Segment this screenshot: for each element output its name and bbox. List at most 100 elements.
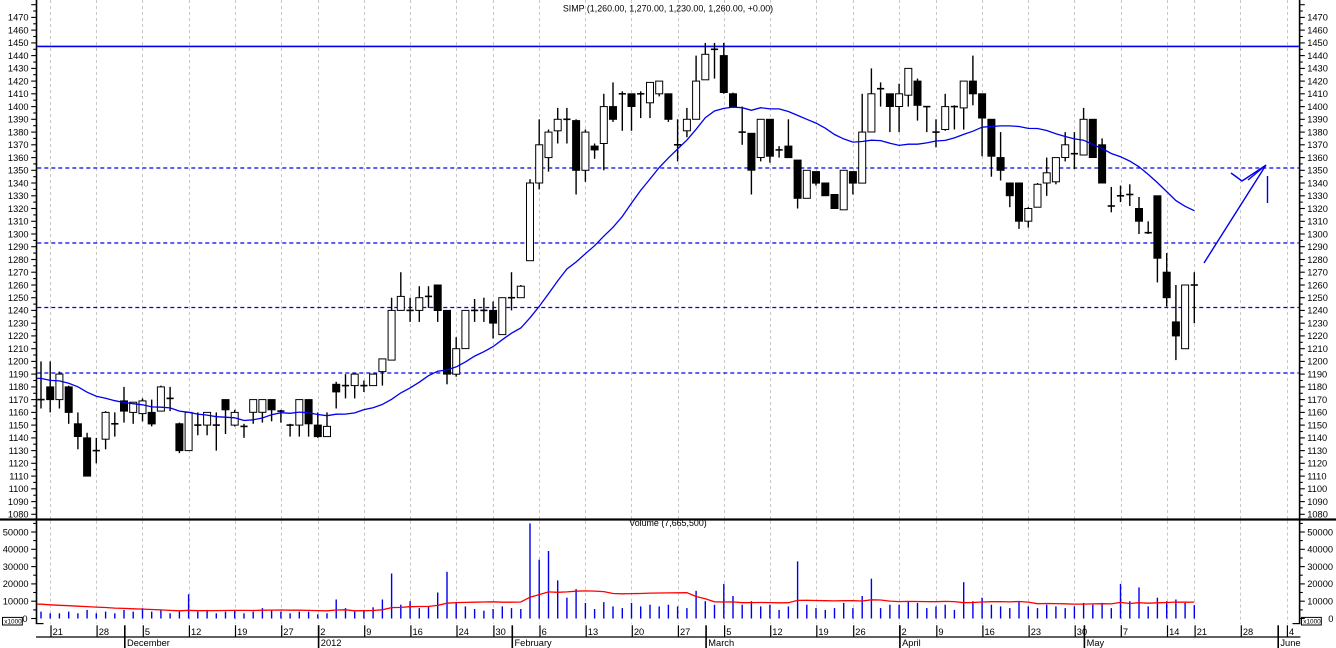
svg-text:1450: 1450: [1307, 38, 1328, 48]
svg-text:1320: 1320: [1307, 204, 1328, 214]
svg-text:1260: 1260: [1307, 280, 1328, 290]
svg-text:2012: 2012: [321, 638, 342, 648]
svg-text:2: 2: [320, 627, 325, 637]
svg-text:5: 5: [145, 627, 150, 637]
svg-text:27: 27: [680, 627, 690, 637]
svg-text:1390: 1390: [1307, 115, 1328, 125]
svg-text:7: 7: [1123, 627, 1128, 637]
svg-text:1370: 1370: [1307, 140, 1328, 150]
svg-text:February: February: [515, 638, 553, 648]
svg-text:1150: 1150: [1307, 420, 1327, 430]
svg-text:12: 12: [772, 627, 782, 637]
svg-text:1120: 1120: [1307, 459, 1327, 469]
svg-text:19: 19: [237, 627, 247, 637]
svg-text:1210: 1210: [8, 344, 29, 354]
svg-text:1280: 1280: [8, 255, 29, 265]
svg-text:1100: 1100: [1307, 484, 1327, 494]
svg-text:50000: 50000: [1307, 527, 1333, 537]
svg-text:1340: 1340: [8, 178, 29, 188]
svg-text:x1000: x1000: [1303, 619, 1321, 626]
svg-text:13: 13: [588, 627, 598, 637]
svg-text:1430: 1430: [8, 64, 29, 74]
svg-text:16: 16: [413, 627, 423, 637]
svg-text:1220: 1220: [8, 331, 29, 341]
svg-text:1270: 1270: [8, 268, 29, 278]
svg-text:20000: 20000: [1307, 579, 1333, 589]
svg-text:1180: 1180: [1307, 382, 1327, 392]
svg-text:21: 21: [53, 627, 63, 637]
svg-text:30000: 30000: [1307, 562, 1333, 572]
svg-text:1160: 1160: [1307, 408, 1327, 418]
svg-text:1160: 1160: [9, 408, 29, 418]
svg-text:1350: 1350: [8, 166, 29, 176]
svg-text:1200: 1200: [1307, 357, 1328, 367]
svg-text:10000: 10000: [3, 597, 29, 607]
svg-text:SIMP (1,260.00, 1,270.00, 1,23: SIMP (1,260.00, 1,270.00, 1,230.00, 1,26…: [563, 3, 773, 13]
svg-text:10000: 10000: [1307, 597, 1333, 607]
svg-text:9: 9: [938, 627, 943, 637]
svg-text:30: 30: [496, 627, 506, 637]
svg-text:1420: 1420: [8, 76, 29, 86]
svg-text:March: March: [708, 638, 734, 648]
svg-text:1440: 1440: [8, 51, 29, 61]
svg-text:1350: 1350: [1307, 166, 1328, 176]
svg-text:30: 30: [1077, 627, 1087, 637]
svg-text:16: 16: [985, 627, 995, 637]
svg-text:5: 5: [726, 627, 731, 637]
svg-text:1180: 1180: [9, 382, 29, 392]
svg-text:1190: 1190: [9, 369, 29, 379]
svg-text:27: 27: [283, 627, 293, 637]
svg-text:0: 0: [22, 614, 27, 624]
svg-text:1140: 1140: [1307, 433, 1327, 443]
svg-text:x1000: x1000: [4, 619, 22, 626]
svg-text:December: December: [127, 638, 170, 648]
svg-text:1170: 1170: [9, 395, 29, 405]
svg-text:1410: 1410: [8, 89, 29, 99]
svg-text:1290: 1290: [8, 242, 29, 252]
svg-text:28: 28: [1243, 627, 1253, 637]
svg-text:1370: 1370: [8, 140, 29, 150]
svg-text:19: 19: [818, 627, 828, 637]
svg-text:1130: 1130: [9, 446, 29, 456]
svg-text:1130: 1130: [1307, 446, 1327, 456]
svg-text:1380: 1380: [8, 127, 29, 137]
svg-text:1290: 1290: [1307, 242, 1328, 252]
svg-text:1150: 1150: [9, 420, 29, 430]
svg-text:14: 14: [1169, 627, 1179, 637]
svg-text:1090: 1090: [8, 497, 29, 507]
svg-text:Volume (7,665,500): Volume (7,665,500): [629, 518, 707, 528]
svg-text:1260: 1260: [8, 280, 29, 290]
svg-text:1250: 1250: [8, 293, 29, 303]
svg-text:0: 0: [1328, 614, 1333, 624]
svg-text:1330: 1330: [8, 191, 29, 201]
svg-text:1100: 1100: [9, 484, 29, 494]
svg-text:26: 26: [855, 627, 865, 637]
svg-text:40000: 40000: [3, 545, 29, 555]
svg-text:28: 28: [99, 627, 109, 637]
svg-text:1080: 1080: [1307, 510, 1328, 520]
svg-text:1400: 1400: [8, 102, 29, 112]
svg-text:1280: 1280: [1307, 255, 1328, 265]
svg-text:24: 24: [459, 627, 469, 637]
svg-text:6: 6: [542, 627, 547, 637]
svg-text:2: 2: [902, 627, 907, 637]
svg-text:1320: 1320: [8, 204, 29, 214]
svg-text:June: June: [1280, 638, 1300, 648]
svg-text:1270: 1270: [1307, 268, 1328, 278]
svg-text:1440: 1440: [1307, 51, 1328, 61]
svg-text:1230: 1230: [1307, 319, 1328, 329]
svg-text:1310: 1310: [1307, 217, 1328, 227]
svg-text:1390: 1390: [8, 115, 29, 125]
svg-text:9: 9: [366, 627, 371, 637]
svg-text:1410: 1410: [1307, 89, 1328, 99]
svg-text:23: 23: [1031, 627, 1041, 637]
svg-text:1470: 1470: [8, 13, 29, 23]
svg-text:20000: 20000: [3, 579, 29, 589]
svg-text:1140: 1140: [9, 433, 29, 443]
svg-text:4: 4: [1289, 627, 1294, 637]
svg-text:1170: 1170: [1307, 395, 1327, 405]
svg-text:40000: 40000: [1307, 545, 1333, 555]
svg-text:20: 20: [634, 627, 644, 637]
svg-text:1090: 1090: [1307, 497, 1328, 507]
svg-text:1470: 1470: [1307, 13, 1328, 23]
